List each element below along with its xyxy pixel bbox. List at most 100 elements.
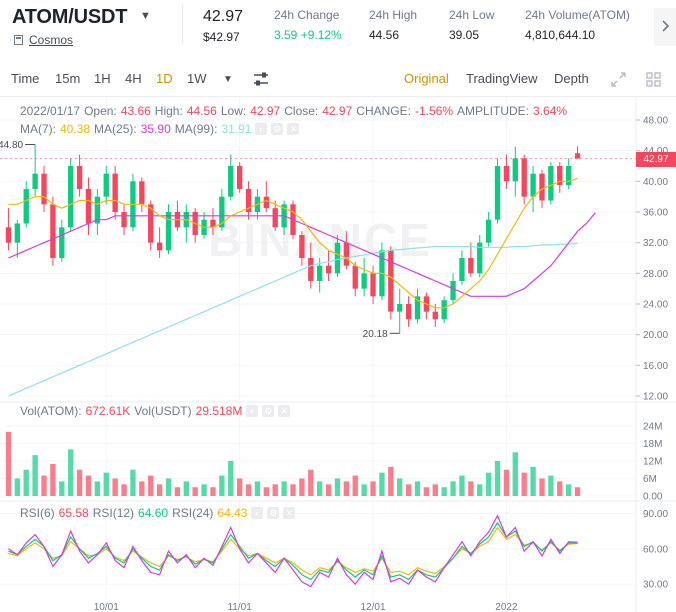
rsi-tick-label: 90.00 (643, 509, 668, 520)
price-tick-label: 24.00 (643, 300, 668, 311)
candle-body (308, 258, 314, 281)
interval-15m[interactable]: 15m (55, 71, 81, 86)
volume-bar (14, 478, 21, 496)
interval-1d[interactable]: 1D (156, 71, 173, 86)
candle-body (94, 196, 101, 224)
volume-bar (103, 472, 109, 496)
candle-body (388, 250, 394, 312)
interval-time[interactable]: Time (11, 71, 40, 86)
rsi24-value: 64.43 (217, 506, 248, 520)
volume-bar (299, 478, 305, 496)
volume-bar (85, 475, 92, 496)
volume-bar (76, 469, 83, 496)
rsi-legend: RSI(6) 65.58 RSI(12) 64.60 RSI(24) 64.43 ◐ ⚙… (20, 506, 296, 520)
ma99-value: 31.91 (221, 122, 252, 136)
stat-label: 24h Low (449, 8, 495, 22)
candle-body (521, 158, 527, 197)
grid-layout-icon[interactable] (646, 72, 661, 90)
volume-bar (379, 472, 385, 496)
candle-body (468, 258, 474, 274)
candle-body (494, 166, 501, 220)
candle-body (512, 158, 518, 182)
volume-bar (334, 478, 341, 496)
candle-body (68, 166, 74, 228)
settings-icon[interactable]: ⚙ (271, 123, 284, 135)
coin-name[interactable]: Cosmos (29, 33, 74, 47)
chevron-down-icon[interactable]: ▼ (223, 74, 233, 85)
volume-bar (539, 478, 545, 496)
candlestick-chart[interactable]: 48.00 44.00 40.00 36.00 32.00 28.00 24.00 20.00… (0, 96, 676, 612)
candle-body (272, 208, 278, 228)
stat-value: 39.05 (449, 28, 480, 42)
close-icon[interactable]: ✕ (278, 405, 291, 417)
volume-bar (210, 487, 216, 496)
pair-title[interactable]: ATOM/USDT (12, 6, 128, 28)
volume-bar (290, 484, 296, 496)
chart-area[interactable]: 48.00 44.00 40.00 36.00 32.00 28.00 24.00 20.00… (0, 96, 676, 612)
rsi-tick-label: 60.00 (643, 544, 668, 555)
candle-body (405, 304, 412, 320)
candle-body (76, 166, 83, 189)
stat-24h-volume: 24h Volume(ATOM) 4,810,644.10 (525, 8, 630, 42)
hide-icon[interactable]: ◐ (255, 123, 268, 135)
hide-icon[interactable]: ◐ (251, 507, 264, 519)
header-divider (182, 4, 183, 44)
ma7-label: MA(7): (20, 122, 56, 136)
candle-body (112, 173, 118, 212)
candle-body (156, 242, 163, 251)
volume-bar (352, 475, 358, 496)
volume-bar (148, 475, 154, 496)
amplitude-label: AMPLITUDE: (457, 104, 530, 118)
volume-bar (565, 484, 572, 496)
view-tradingview[interactable]: TradingView (466, 71, 538, 86)
volume-legend: Vol(ATOM): 672.61K Vol(USDT) 29.518M ◐ ⚙ ✕ (20, 404, 291, 418)
price-tick-label: 32.00 (643, 238, 668, 249)
volume-bar (219, 475, 225, 496)
stat-label: 24h High (369, 8, 418, 22)
scroll-right-button[interactable] (654, 8, 676, 46)
price-tick-label: 36.00 (643, 208, 668, 219)
volume-bar (59, 481, 65, 496)
indicator-settings-icon[interactable] (253, 72, 269, 89)
settings-icon[interactable]: ⚙ (267, 507, 280, 519)
volume-bar (5, 431, 12, 496)
legend-date: 2022/01/17 (20, 104, 81, 118)
volume-bar (459, 475, 465, 496)
price-tick-label: 28.00 (643, 269, 668, 280)
coin-link[interactable]: Cosmos (14, 33, 73, 47)
rsi12-line (8, 521, 578, 581)
expand-icon[interactable] (611, 72, 626, 90)
stat-24h-low: 24h Low 39.05 (449, 8, 494, 42)
volume-bar (432, 484, 438, 496)
ticker-header: ATOM/USDT ▼ Cosmos 42.97 $42.97 24h Chan… (0, 0, 676, 60)
candle-body (245, 189, 252, 212)
close-icon[interactable]: ✕ (287, 123, 300, 135)
price-tick-label: 48.00 (643, 116, 668, 127)
stat-value: 4,810,644.10 (525, 28, 596, 42)
volume-bar (450, 481, 456, 496)
hide-icon[interactable]: ◐ (246, 405, 259, 417)
ohlc-legend: 2022/01/17 Open: 43.66 High: 44.56 Low: 42.… (20, 104, 567, 118)
volume-bar (423, 487, 430, 496)
chart-toolbar: Time 15m 1H 4H 1D 1W ▼ Original TradingV… (0, 64, 676, 97)
view-original[interactable]: Original (404, 71, 449, 86)
rsi6-label: RSI(6) (20, 506, 55, 520)
ma99-label: MA(99): (174, 122, 218, 136)
interval-1h[interactable]: 1H (94, 71, 111, 86)
stat-24h-high: 24h High 44.56 (369, 8, 417, 42)
settings-icon[interactable]: ⚙ (262, 405, 275, 417)
candle-body (477, 242, 483, 274)
close-icon[interactable]: ✕ (283, 507, 296, 519)
candle-body (263, 196, 269, 209)
volume-bar (405, 484, 412, 496)
interval-1w[interactable]: 1W (187, 71, 207, 86)
chevron-down-icon[interactable]: ▼ (140, 10, 151, 22)
candle-body (299, 235, 305, 258)
close-value: 42.97 (322, 104, 353, 118)
stat-label: 24h Change (274, 8, 340, 22)
view-depth[interactable]: Depth (554, 71, 589, 86)
change-label: CHANGE: (356, 104, 411, 118)
volume-bar (370, 481, 376, 496)
candle-body (352, 265, 358, 289)
interval-4h[interactable]: 4H (125, 71, 142, 86)
